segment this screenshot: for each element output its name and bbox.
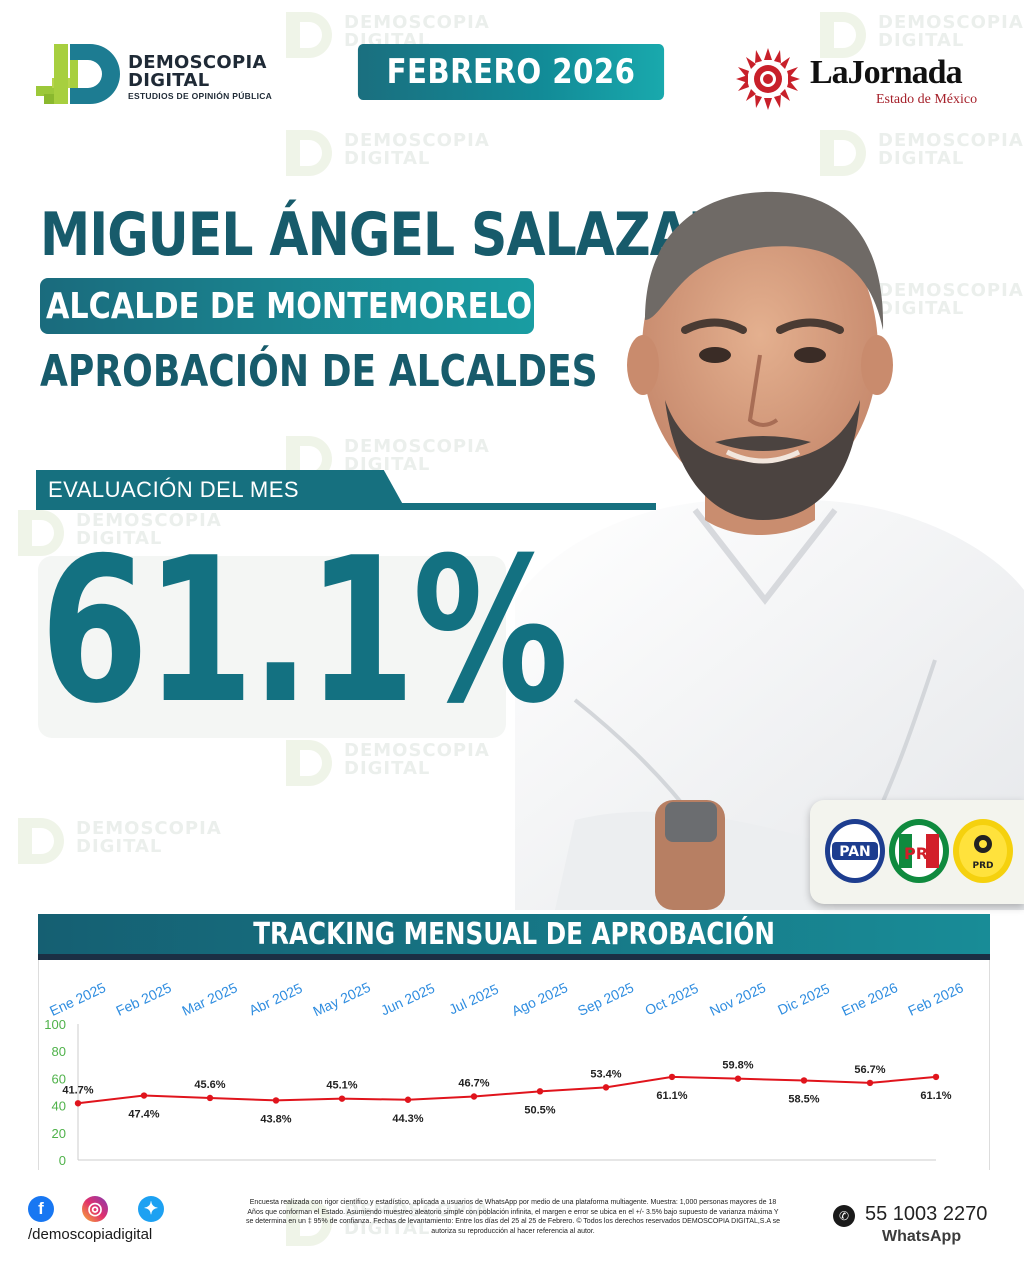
month-badge: FEBRERO 2026: [357, 44, 665, 100]
data-point: [338, 1095, 346, 1102]
facebook-icon[interactable]: f: [28, 1196, 54, 1222]
brand-tagline: ESTUDIOS DE OPINIÓN PÚBLICA: [128, 91, 273, 101]
data-label: 41.7%: [62, 1084, 93, 1096]
x-tick-label: Ene 2026: [839, 979, 900, 1019]
data-point: [866, 1079, 874, 1087]
series-line: [77, 1075, 937, 1105]
x-tick-label: Sep 2025: [575, 979, 636, 1019]
whatsapp-icon: ✆: [833, 1205, 855, 1227]
x-tick-label: Jul 2025: [446, 981, 501, 1018]
data-label: 44.3%: [392, 1113, 423, 1125]
watermark: DEMOSCOPIA DIGITAL: [18, 510, 238, 570]
watermark: DEMOSCOPIA DIGITAL: [820, 12, 1024, 72]
watermark: DEMOSCOPIA DIGITAL: [18, 818, 238, 878]
whatsapp-label: WhatsApp: [882, 1228, 962, 1245]
data-label: 45.1%: [326, 1080, 357, 1092]
data-point: [404, 1096, 412, 1103]
x-tick-label: Ago 2025: [509, 979, 570, 1019]
prd-logo-icon: PRD: [953, 819, 1013, 883]
data-point: [206, 1094, 214, 1102]
whatsapp-number: 55 1003 2270: [865, 1203, 988, 1225]
x-tick-label: Feb 2026: [905, 979, 966, 1019]
data-label: 46.7%: [458, 1077, 489, 1089]
x-tick-label: Abr 2025: [246, 980, 304, 1019]
data-label: 43.8%: [260, 1113, 291, 1125]
watermark: DEMOSCOPIA DIGITAL: [286, 1200, 506, 1260]
demoscopia-d-icon: [36, 44, 120, 104]
prd-label: PRD: [973, 861, 994, 871]
watermark: DEMOSCOPIA DIGITAL: [286, 740, 506, 800]
data-point: [734, 1075, 742, 1082]
data-point: [536, 1088, 544, 1095]
data-label: 50.5%: [524, 1104, 555, 1116]
whatsapp-contact[interactable]: ✆ 55 1003 2270 WhatsApp: [830, 1203, 1010, 1249]
jornada-logo: LaJornada Estado de México: [736, 48, 996, 110]
pan-label: PAN: [839, 844, 871, 860]
data-point: [140, 1092, 148, 1099]
x-tick-label: Oct 2025: [642, 980, 700, 1019]
partner-subtitle: Estado de México: [876, 92, 978, 107]
x-tick-label: Dic 2025: [775, 980, 832, 1018]
data-label: 61.1%: [920, 1090, 951, 1102]
pan-logo-icon: PAN: [825, 819, 885, 883]
demoscopia-logo: DEMOSCOPIA DIGITAL ESTUDIOS DE OPINIÓN PÚ…: [36, 40, 276, 110]
x-tick-label: Mar 2025: [179, 979, 240, 1019]
evaluation-value: 61.1%: [40, 515, 569, 748]
party-logos: PAN PRI PRD: [810, 800, 1024, 904]
y-tick-label: 80: [52, 1044, 66, 1059]
x-tick-label: May 2025: [310, 979, 373, 1020]
sun-emblem-icon: [736, 48, 800, 110]
data-label: 59.8%: [722, 1060, 753, 1072]
politician-portrait: [515, 191, 1024, 910]
y-tick-label: 20: [52, 1126, 66, 1141]
instagram-icon[interactable]: ◎: [82, 1196, 108, 1222]
evaluation-panel: [38, 556, 506, 738]
y-tick-label: 60: [52, 1071, 66, 1086]
watermark: DEMOSCOPIA DIGITAL: [820, 130, 1024, 190]
watermark: DEMOSCOPIA DIGITAL: [286, 130, 506, 190]
politician-role: ALCALDE DE MONTEMORELOS: [40, 278, 554, 334]
pri-label: PRI: [904, 844, 934, 863]
methodology-note: Encuesta realizada con rigor científico …: [245, 1199, 781, 1235]
chart-title: TRACKING MENSUAL DE APROBACIÓN: [38, 914, 990, 960]
data-point: [668, 1073, 676, 1081]
partner-name: LaJornada: [810, 54, 963, 91]
politician-name: MIGUEL ÁNGEL SALAZAR: [40, 200, 727, 270]
x-tick-label: Ene 2025: [47, 979, 108, 1019]
y-tick-label: 40: [52, 1099, 66, 1114]
data-label: 56.7%: [854, 1064, 885, 1076]
data-point: [470, 1093, 478, 1100]
evaluation-label: EVALUACIÓN DEL MES: [36, 470, 406, 510]
data-point: [932, 1073, 940, 1081]
data-label: 61.1%: [656, 1090, 687, 1102]
data-point: [602, 1084, 610, 1091]
chart-frame: [38, 960, 990, 1170]
data-point: [74, 1100, 82, 1107]
twitter-icon[interactable]: ✦: [138, 1196, 164, 1222]
data-point: [800, 1077, 808, 1084]
y-tick-label: 100: [44, 1017, 66, 1032]
x-tick-label: Feb 2025: [113, 979, 174, 1019]
y-tick-label: 0: [59, 1153, 66, 1168]
social-handle[interactable]: /demoscopiadigital: [28, 1226, 153, 1243]
data-label: 58.5%: [788, 1093, 819, 1105]
pri-logo-icon: PRI: [889, 819, 949, 883]
social-links: f ◎ ✦ /demoscopiadigital: [26, 1196, 206, 1246]
survey-subtitle: APROBACIÓN DE ALCALDES: [40, 346, 598, 397]
data-point: [272, 1097, 280, 1104]
data-label: 53.4%: [590, 1068, 621, 1080]
brand-name: DEMOSCOPIA DIGITAL: [128, 52, 267, 91]
x-tick-label: Nov 2025: [707, 979, 768, 1019]
data-label: 47.4%: [128, 1109, 159, 1121]
data-label: 45.6%: [194, 1079, 225, 1091]
x-tick-label: Jun 2025: [378, 980, 437, 1019]
